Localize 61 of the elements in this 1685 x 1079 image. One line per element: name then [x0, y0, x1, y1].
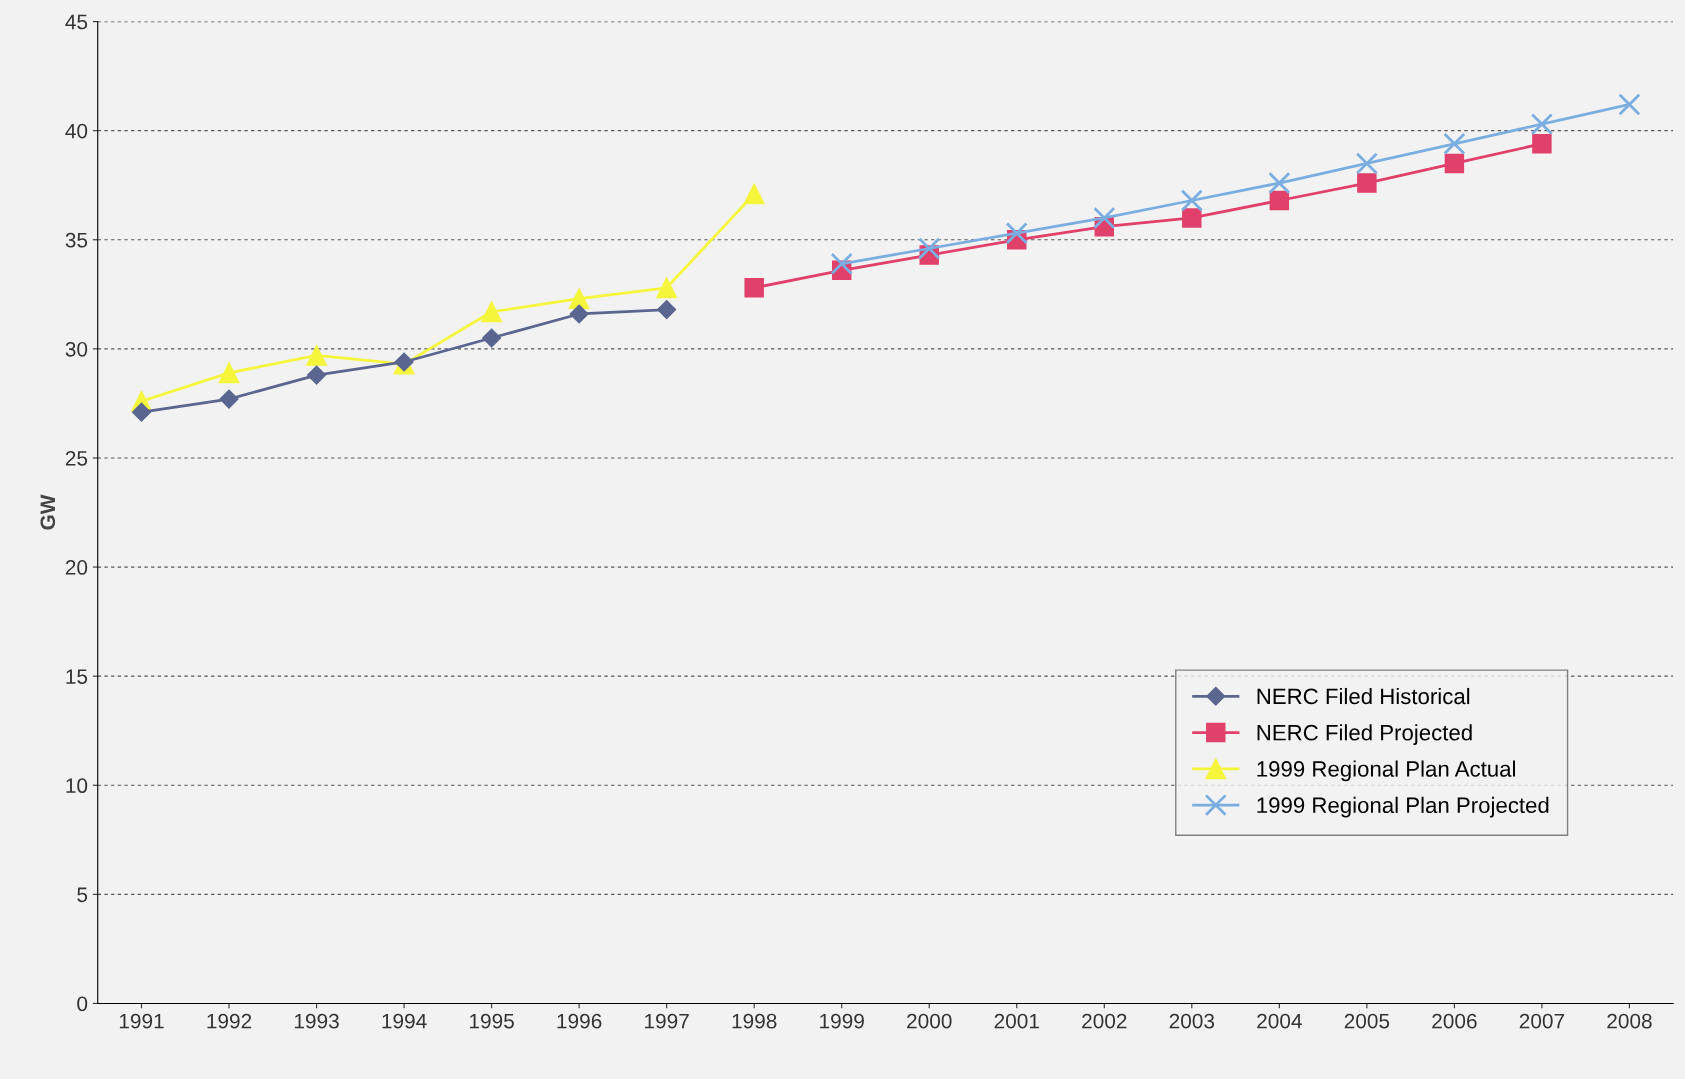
- x-tick-label: 2000: [907, 1013, 952, 1029]
- y-tick-label: 20: [65, 560, 88, 575]
- point: [1182, 208, 1202, 228]
- point: [568, 288, 590, 310]
- point: [1618, 93, 1641, 116]
- x-tick-label: 2001: [994, 1013, 1039, 1029]
- point: [131, 402, 152, 422]
- legend-label: 1999 Regional Plan Actual: [1257, 760, 1515, 782]
- x-tick-label: 1994: [382, 1013, 427, 1029]
- y-tick-label: 45: [65, 14, 88, 30]
- x-tick-label: 1996: [557, 1013, 602, 1029]
- y-tick-label: 15: [66, 669, 88, 684]
- point: [1357, 173, 1377, 193]
- point: [481, 301, 503, 323]
- y-tick-label: 25: [65, 450, 88, 466]
- x-tick-label: 2005: [1344, 1013, 1390, 1029]
- point: [744, 278, 764, 298]
- point: [656, 277, 678, 299]
- point: [743, 183, 765, 205]
- point: [1269, 190, 1290, 211]
- x-tick-label: 2006: [1432, 1013, 1477, 1029]
- point: [306, 345, 327, 366]
- x-tick-label: 1993: [294, 1013, 339, 1029]
- point: [830, 252, 853, 275]
- x-tick-label: 2003: [1169, 1013, 1215, 1029]
- point: [1532, 134, 1552, 154]
- y-tick-label: 10: [66, 778, 88, 794]
- point: [1530, 113, 1554, 136]
- point: [1268, 171, 1291, 195]
- x-tick-label: 2008: [1607, 1013, 1652, 1029]
- x-tick-label: 1997: [645, 1013, 689, 1029]
- y-axis-title: GW: [40, 494, 56, 530]
- point: [918, 237, 941, 260]
- legend-label: NERC Filed Historical: [1257, 687, 1470, 705]
- legend-label: 1999 Regional Plan Projected: [1257, 796, 1549, 818]
- x-tick-label: 1999: [820, 1013, 864, 1029]
- y-tick-label: 5: [77, 887, 88, 903]
- point: [482, 328, 502, 348]
- x-tick-label: 2004: [1257, 1013, 1302, 1029]
- point: [1005, 222, 1028, 245]
- point: [1180, 189, 1203, 212]
- point: [569, 304, 589, 324]
- point: [307, 365, 327, 385]
- point: [657, 300, 677, 320]
- x-tick-label: 1995: [470, 1013, 514, 1029]
- legend-label: NERC Filed Projected: [1257, 724, 1472, 745]
- x-tick-label: 1991: [119, 1013, 164, 1029]
- x-tick-label: 2002: [1082, 1013, 1127, 1029]
- y-tick-label: 35: [65, 232, 88, 248]
- x-tick-label: 2007: [1519, 1013, 1565, 1029]
- point: [219, 389, 239, 409]
- point: [1443, 132, 1466, 155]
- y-tick-label: 30: [65, 341, 88, 357]
- y-tick-label: 40: [65, 123, 88, 139]
- point: [218, 362, 240, 384]
- x-tick-label: 1998: [732, 1013, 777, 1029]
- point: [1444, 153, 1465, 174]
- x-tick-label: 1992: [207, 1013, 252, 1029]
- point: [1355, 152, 1378, 175]
- y-tick-label: 0: [77, 996, 88, 1012]
- point: [1093, 206, 1116, 230]
